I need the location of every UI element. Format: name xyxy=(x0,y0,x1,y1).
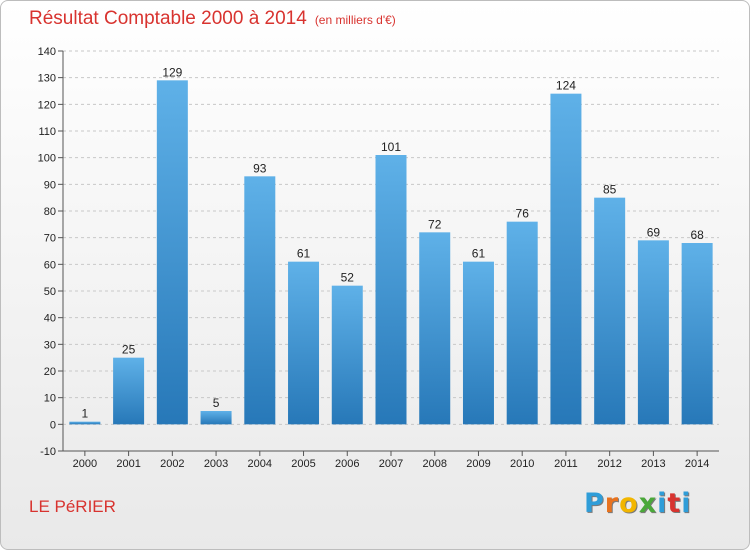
x-tick-label: 2001 xyxy=(116,458,140,470)
bar-2008 xyxy=(419,232,451,425)
bar-2002 xyxy=(156,80,188,425)
y-tick-label: 70 xyxy=(44,233,56,245)
x-tick-label: 2004 xyxy=(248,458,272,470)
logo-letter: i xyxy=(657,488,668,519)
y-tick-label: 0 xyxy=(50,419,56,431)
logo-letter: x xyxy=(638,488,658,519)
chart-title: Résultat Comptable 2000 à 2014 (en millie… xyxy=(29,8,396,30)
y-tick-label: 110 xyxy=(38,126,56,138)
chart-title-text: Résultat Comptable 2000 à 2014 xyxy=(29,8,307,29)
bar-2014 xyxy=(681,243,713,425)
y-tick-label: 50 xyxy=(44,286,56,298)
x-tick-label: 2000 xyxy=(73,458,97,470)
bar-2007 xyxy=(375,155,407,425)
bar-2011 xyxy=(550,93,582,425)
y-tick-label: 130 xyxy=(38,73,56,85)
data-label: 25 xyxy=(122,343,136,357)
bar-2010 xyxy=(506,221,538,425)
y-tick-label: 90 xyxy=(44,179,56,191)
bar-2012 xyxy=(594,197,626,425)
y-tick-label: 100 xyxy=(38,153,56,165)
x-tick-label: 2007 xyxy=(379,458,403,470)
bar-2009 xyxy=(462,261,494,425)
data-label: 68 xyxy=(690,228,704,242)
y-tick-label: 120 xyxy=(38,99,56,111)
data-label: 76 xyxy=(516,207,530,221)
data-label: 72 xyxy=(428,217,442,231)
bar-2003 xyxy=(200,411,232,425)
data-label: 61 xyxy=(297,247,311,261)
logo-letter: i xyxy=(681,488,692,519)
x-tick-label: 2003 xyxy=(204,458,228,470)
data-label: 85 xyxy=(603,183,617,197)
x-tick-label: 2005 xyxy=(291,458,315,470)
y-tick-label: 140 xyxy=(38,46,56,58)
bar-2001 xyxy=(113,357,145,425)
bar-2000 xyxy=(69,421,101,425)
bar-2004 xyxy=(244,176,276,425)
y-tick-label: 80 xyxy=(44,206,56,218)
x-tick-label: 2014 xyxy=(685,458,709,470)
x-tick-label: 2010 xyxy=(510,458,534,470)
x-tick-label: 2012 xyxy=(597,458,621,470)
logo-letter: P xyxy=(584,488,605,519)
data-label: 5 xyxy=(213,396,220,410)
bar-2006 xyxy=(331,285,363,425)
town-name: LE PéRIER xyxy=(29,497,116,516)
data-label: 61 xyxy=(472,247,486,261)
data-label: 124 xyxy=(556,79,576,93)
x-tick-label: 2009 xyxy=(466,458,490,470)
logo-letter: t xyxy=(667,488,682,519)
data-label: 52 xyxy=(341,271,355,285)
data-label: 93 xyxy=(253,161,267,175)
x-tick-label: 2011 xyxy=(554,458,578,470)
x-tick-label: 2008 xyxy=(422,458,446,470)
x-tick-label: 2013 xyxy=(641,458,665,470)
y-tick-label: 60 xyxy=(44,259,56,271)
y-tick-label: 40 xyxy=(44,313,56,325)
y-tick-label: 10 xyxy=(44,393,56,405)
logo-letter: o xyxy=(619,488,639,519)
chart-unit: (en milliers d'€) xyxy=(314,13,396,27)
data-label: 1 xyxy=(82,407,89,421)
data-label: 101 xyxy=(381,140,401,154)
x-tick-label: 2006 xyxy=(335,458,359,470)
data-label: 69 xyxy=(647,225,661,239)
y-tick-label: -10 xyxy=(40,446,56,458)
proxiti-logo: Proxiti xyxy=(584,488,692,519)
data-label: 129 xyxy=(162,65,182,79)
y-tick-label: 20 xyxy=(44,366,56,378)
bar-2005 xyxy=(288,261,320,425)
logo-letter: r xyxy=(604,488,620,519)
x-tick-label: 2002 xyxy=(160,458,184,470)
y-tick-label: 30 xyxy=(44,339,56,351)
bar-2013 xyxy=(637,240,669,425)
